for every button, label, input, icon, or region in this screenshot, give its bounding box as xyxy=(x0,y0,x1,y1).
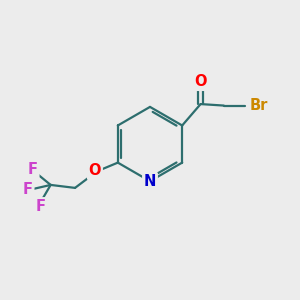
Text: N: N xyxy=(144,174,156,189)
Text: F: F xyxy=(28,162,38,177)
Text: F: F xyxy=(23,182,33,197)
Text: O: O xyxy=(89,164,101,178)
Text: Br: Br xyxy=(250,98,268,113)
Text: F: F xyxy=(35,199,45,214)
Text: O: O xyxy=(194,74,207,89)
